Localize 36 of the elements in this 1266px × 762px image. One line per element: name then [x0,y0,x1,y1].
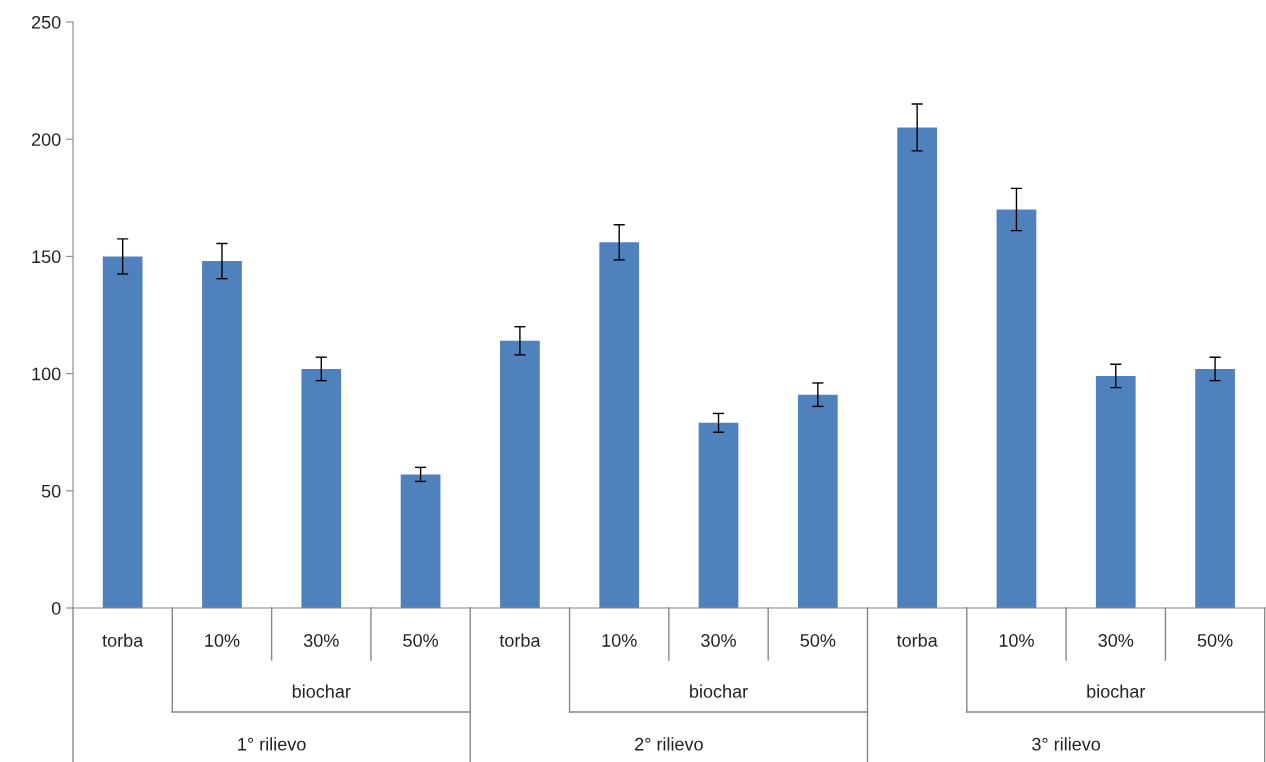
text: biochar [690,684,748,698]
bar [301,368,342,608]
x-tick-label: torba [102,633,144,647]
bar [1095,375,1136,608]
y-tick-label: 150 [32,250,61,264]
bar [698,422,739,608]
text: 3° rilievo [1032,737,1101,751]
x-tick-label: 30% [1098,634,1134,647]
y-tick-label: 100 [32,367,61,381]
x-tick-label: 10% [602,634,637,647]
x-tick-label: torba [896,633,938,647]
text: biochar [1087,684,1146,698]
x-tick-label: 30% [701,634,736,647]
text: 1° rilievo [238,737,306,751]
bar [897,127,938,608]
x-tick-label: torba [499,633,541,647]
x-tick-label: 30% [303,634,339,647]
text: biochar [292,684,351,698]
bar [202,261,242,608]
x-tick-label: 10% [205,634,240,647]
bar [599,242,640,608]
x-tick-label: 50% [1197,634,1233,647]
x-tick-label: 50% [800,634,836,647]
bar [400,474,441,608]
bar [996,209,1037,608]
y-tick-label: 200 [31,133,61,146]
bar [500,340,540,608]
y-tick-label: 50 [41,484,61,498]
bar [102,256,143,608]
y-tick-label: 250 [31,15,61,29]
x-tick-label: 50% [403,634,439,647]
bar [1195,368,1235,608]
text: 2° rilievo [635,737,703,751]
x-tick-label: 10% [999,634,1034,647]
y-tick-label: 0 [51,601,61,615]
bar [797,394,838,608]
